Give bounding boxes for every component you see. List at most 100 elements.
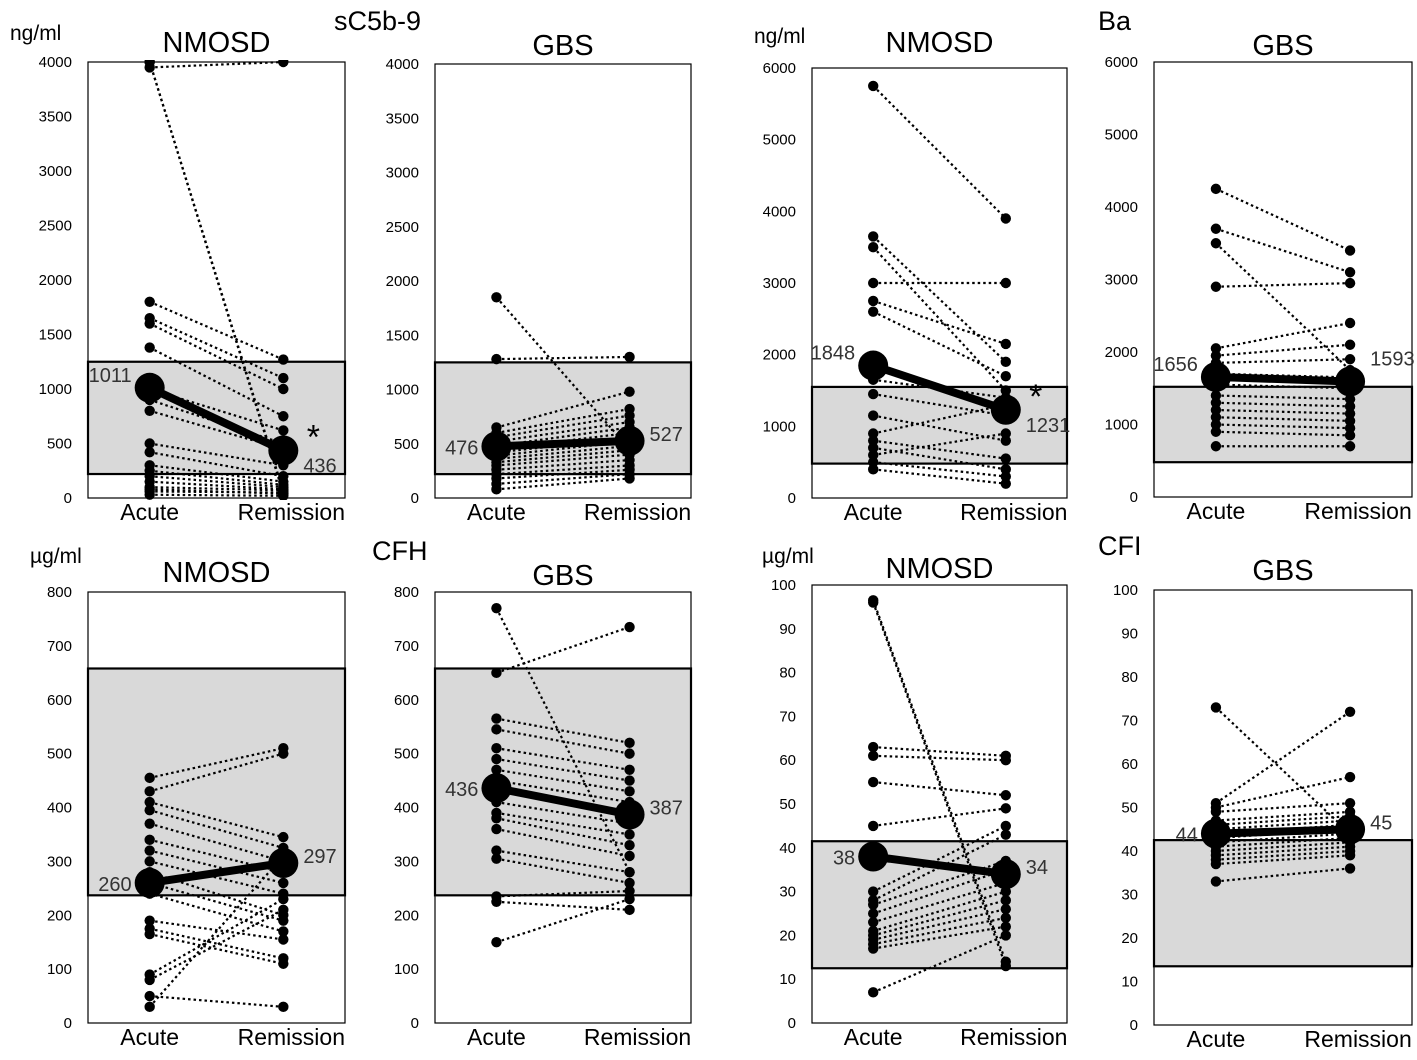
subject-line — [1215, 802, 1351, 813]
remission-point — [1344, 277, 1356, 289]
subject-line — [149, 919, 284, 941]
acute-point — [491, 743, 502, 754]
mean-line — [495, 784, 631, 819]
y-tick-label: 10 — [779, 971, 796, 988]
mean-acute-marker — [858, 841, 889, 872]
subject-line — [1215, 394, 1351, 401]
acute-point — [1210, 397, 1222, 408]
y-tick-label: 4000 — [763, 203, 796, 220]
mean-acute-label: 1656 — [1153, 354, 1198, 376]
y-tick-label: 70 — [1121, 713, 1138, 730]
acute-point — [1210, 343, 1222, 354]
remission-point — [1344, 850, 1356, 861]
y-tick-label: 3000 — [1105, 272, 1138, 289]
remission-point — [1000, 912, 1011, 924]
subject-line — [496, 453, 630, 467]
subject-line — [496, 889, 630, 898]
acute-point — [1210, 350, 1222, 361]
subject-line — [1215, 775, 1351, 809]
subject-line — [149, 490, 284, 494]
acute-point — [144, 405, 155, 416]
mean-remission-label: 436 — [303, 455, 336, 477]
remission-point — [278, 958, 289, 969]
subject-line — [872, 85, 1007, 220]
mean-line — [1215, 372, 1351, 386]
remission-point — [1000, 755, 1011, 766]
y-tick-label: 30 — [779, 884, 796, 901]
y-tick-label: 20 — [779, 927, 796, 944]
mean-acute-marker — [858, 350, 889, 381]
remission-point — [624, 829, 635, 840]
individual-data — [144, 743, 289, 1013]
acute-point — [868, 741, 879, 753]
y-tick-label: 2500 — [386, 219, 419, 236]
chart-panel-ba-nmosd: 0 1000 2000 3000 4000 5000 6000 NMOSD ng/ml Acute… — [754, 25, 1070, 525]
normal-range-band — [433, 667, 693, 897]
y-tick-label: 700 — [394, 638, 419, 655]
remission-point — [278, 425, 289, 436]
subject-line — [1215, 841, 1351, 853]
subject-line — [149, 822, 284, 863]
acute-point — [144, 1001, 155, 1013]
subject-line — [496, 717, 630, 744]
y-tick-label: 1000 — [386, 382, 419, 399]
mean-acute-marker — [1200, 818, 1231, 849]
individual-data — [868, 80, 1011, 489]
x-label-remission: Remission — [584, 499, 691, 525]
subject-line — [496, 801, 630, 825]
subject-line — [496, 811, 630, 836]
y-tick-label: 0 — [411, 1015, 419, 1032]
y-tick-label: 70 — [779, 708, 796, 725]
significance-marker: * — [1029, 378, 1042, 416]
acute-point — [868, 306, 879, 317]
remission-point — [278, 934, 289, 945]
panel-title: GBS — [532, 560, 593, 592]
subject-line — [873, 745, 1006, 757]
y-tick-label: 3500 — [386, 110, 419, 127]
x-label-acute: Acute — [120, 1024, 179, 1050]
y-tick-label: 700 — [47, 638, 72, 655]
acute-point — [1210, 390, 1222, 401]
acute-point — [144, 928, 155, 940]
acute-point — [491, 713, 502, 724]
remission-point — [1000, 478, 1011, 489]
subject-line — [149, 464, 284, 483]
acute-point — [868, 820, 879, 832]
group-label-layer: sC5b-9 Ba CFH CFI — [334, 6, 1142, 566]
acute-point — [1210, 419, 1222, 430]
acute-point — [1210, 858, 1222, 870]
acute-point — [491, 292, 502, 303]
remission-point — [1000, 803, 1011, 814]
y-tick-label: 300 — [47, 853, 72, 870]
subject-line — [1215, 321, 1351, 350]
mean-acute-marker — [481, 431, 512, 462]
group-label-sc5b9: sC5b-9 — [334, 6, 421, 36]
remission-point — [1344, 797, 1356, 809]
subject-line — [496, 458, 630, 471]
acute-point — [491, 845, 502, 856]
subject-line — [149, 927, 284, 960]
y-tick-label: 500 — [394, 746, 419, 763]
y-tick-label: 5000 — [1105, 127, 1138, 144]
remission-point — [1344, 267, 1356, 278]
mean-acute-marker — [481, 773, 512, 804]
acute-point — [868, 428, 879, 439]
subject-line — [149, 881, 284, 922]
y-tick-label: 4000 — [1105, 199, 1138, 216]
acute-point — [144, 915, 155, 926]
mean-remission-marker — [614, 425, 645, 456]
acute-point — [144, 60, 155, 68]
subject-line — [496, 898, 630, 944]
remission-point — [1344, 422, 1356, 434]
acute-point — [144, 772, 155, 784]
subject-line — [496, 768, 630, 793]
acute-point — [1210, 806, 1222, 818]
acute-point — [1210, 412, 1222, 423]
y-tick-label: 100 — [771, 577, 796, 594]
panel-title: NMOSD — [163, 27, 271, 59]
chart-panel-sc5b9-nmosd: 0 500 1000 1500 2000 2500 3000 3500 4000 NMOSD ng/… — [10, 22, 347, 525]
remission-point — [1000, 453, 1011, 464]
remission-point — [624, 737, 635, 749]
mean-remission-label: 527 — [650, 424, 683, 446]
subject-line — [1215, 383, 1351, 390]
